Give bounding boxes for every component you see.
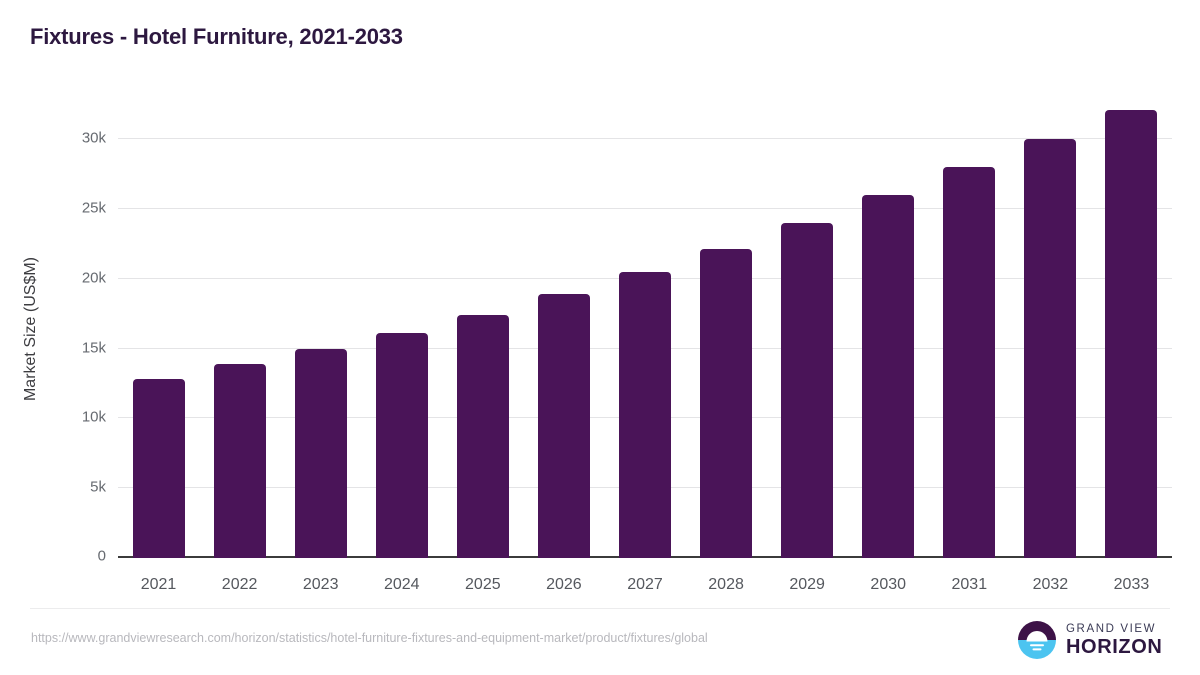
x-tick-label-2024: 2024 xyxy=(383,576,420,593)
y-tick-label: 10k xyxy=(81,408,106,426)
y-tick-label: 25k xyxy=(81,199,106,217)
bar-2027[interactable] xyxy=(618,271,671,558)
bar-2032[interactable] xyxy=(1024,139,1077,558)
bar-group-2032: 2032 xyxy=(1010,100,1091,593)
bar-group-2026: 2026 xyxy=(523,100,604,593)
x-tick-label-2031: 2031 xyxy=(951,576,988,593)
bar-group-2027: 2027 xyxy=(604,100,685,593)
x-tick-label-2030: 2030 xyxy=(870,576,907,593)
bar-2024[interactable] xyxy=(375,333,428,558)
bar-group-2031: 2031 xyxy=(929,100,1010,593)
grand-view-horizon-logo[interactable]: GRAND VIEW HORIZON xyxy=(1017,618,1172,662)
x-tick-label-2032: 2032 xyxy=(1032,576,1069,593)
y-tick-label: 30k xyxy=(81,129,106,147)
bar-group-2023: 2023 xyxy=(280,100,361,593)
x-tick-label-2029: 2029 xyxy=(789,576,825,593)
bar-2033[interactable] xyxy=(1105,109,1158,558)
bar-2023[interactable] xyxy=(294,348,347,558)
bar-group-2025: 2025 xyxy=(442,100,523,593)
bar-series: 2021 2022 2023 2024 2025 2026 2027 2028 2029 2030… xyxy=(118,100,1172,593)
plot-area: 0 5k 10k 15k 20k 25k 30k 2021 2022 2023 2024 2025 2… xyxy=(82,100,1172,593)
bar-2026[interactable] xyxy=(537,294,590,558)
page-title: Fixtures - Hotel Furniture, 2021-2033 xyxy=(30,24,403,49)
y-tick-label: 15k xyxy=(81,339,106,356)
bar-group-2021: 2021 xyxy=(118,100,199,593)
x-tick-label-2033: 2033 xyxy=(1113,576,1150,593)
bar-2021[interactable] xyxy=(132,379,185,558)
horizon-circle-icon xyxy=(1018,621,1056,659)
x-tick-label-2027: 2027 xyxy=(627,576,663,593)
bar-group-2030: 2030 xyxy=(848,100,929,593)
y-tick-label: 20k xyxy=(81,269,106,287)
bar-2030[interactable] xyxy=(862,194,915,558)
y-tick-label: 0 xyxy=(97,547,106,565)
bar-group-2033: 2033 xyxy=(1091,100,1172,593)
logo-wordmark: GRAND VIEW HORIZON xyxy=(1066,622,1162,658)
y-axis-label: Market Size (US$M) xyxy=(22,256,39,402)
gridline-30k: 30k xyxy=(82,130,1172,147)
bar-2022[interactable] xyxy=(213,363,266,558)
bar-group-2024: 2024 xyxy=(361,100,442,593)
bar-2029[interactable] xyxy=(781,222,834,558)
bar-2028[interactable] xyxy=(700,249,753,558)
x-tick-label-2021: 2021 xyxy=(140,576,177,593)
bar-2025[interactable] xyxy=(456,314,509,558)
x-tick-label-2026: 2026 xyxy=(546,576,582,593)
bar-2031[interactable] xyxy=(943,166,996,558)
bar-group-2028: 2028 xyxy=(686,100,767,593)
y-tick-label: 5k xyxy=(90,478,106,496)
logo-line-1: GRAND VIEW xyxy=(1066,623,1157,635)
bar-group-2029: 2029 xyxy=(767,100,848,593)
logo-line-2: HORIZON xyxy=(1066,636,1163,658)
bar-group-2022: 2022 xyxy=(199,100,280,593)
x-tick-label-2028: 2028 xyxy=(708,576,744,593)
x-tick-label-2022: 2022 xyxy=(221,576,258,593)
x-tick-label-2025: 2025 xyxy=(465,576,501,593)
gridline-25k: 25k xyxy=(82,199,1172,216)
x-tick-label-2023: 2023 xyxy=(302,576,339,593)
source-url: https://www.grandviewresearch.com/horizo… xyxy=(31,631,708,645)
footer-divider xyxy=(30,608,1170,609)
